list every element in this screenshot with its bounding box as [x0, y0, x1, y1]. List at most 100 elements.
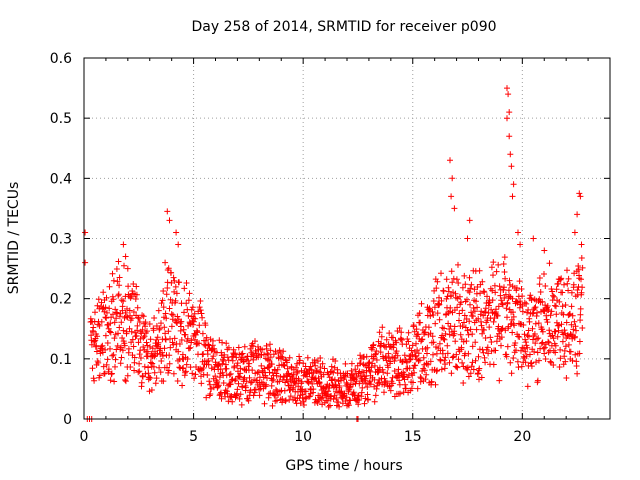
data-point: [202, 322, 209, 329]
data-point: [464, 296, 470, 303]
data-point: [82, 259, 89, 266]
data-point: [161, 324, 168, 331]
y-tick-label: 0.4: [50, 171, 72, 187]
data-point: [504, 85, 510, 92]
data-point: [105, 325, 112, 332]
data-point: [287, 393, 294, 400]
data-point: [465, 373, 472, 380]
data-point: [358, 393, 365, 400]
data-point: [267, 347, 274, 354]
data-point: [124, 265, 131, 272]
data-point: [419, 336, 426, 343]
data-point: [281, 362, 288, 369]
data-point: [507, 151, 514, 158]
data-point: [506, 133, 513, 140]
data-point: [252, 338, 258, 345]
data-point: [221, 351, 228, 358]
data-point: [436, 301, 443, 308]
data-point: [417, 319, 424, 326]
data-point: [141, 333, 148, 340]
data-point: [182, 368, 189, 375]
data-point: [559, 338, 566, 345]
data-point: [479, 330, 486, 337]
data-point: [147, 336, 154, 343]
data-point: [415, 357, 422, 364]
data-point: [333, 395, 340, 401]
data-point: [166, 217, 173, 224]
data-point: [278, 353, 285, 360]
data-point: [510, 309, 516, 316]
data-point: [219, 360, 226, 367]
data-point: [463, 338, 470, 345]
y-tick-label: 0.1: [50, 352, 72, 368]
data-point: [156, 326, 163, 333]
data-point: [562, 302, 569, 308]
data-point: [229, 398, 236, 405]
data-point: [481, 354, 488, 361]
data-point: [116, 324, 123, 331]
data-point: [168, 269, 175, 276]
data-point: [503, 305, 510, 312]
data-point: [577, 311, 584, 318]
data-point: [492, 347, 499, 354]
data-point: [366, 367, 373, 374]
data-point: [455, 261, 461, 268]
data-point: [112, 356, 119, 363]
data-point: [446, 326, 453, 332]
data-point: [504, 314, 510, 321]
data-point: [315, 358, 321, 365]
data-point: [302, 388, 309, 395]
data-point: [555, 327, 562, 334]
data-point: [442, 361, 449, 368]
data-point: [216, 392, 223, 399]
data-point: [329, 376, 336, 383]
data-point: [101, 308, 108, 315]
data-point: [441, 357, 448, 364]
data-point: [541, 247, 548, 254]
data-point: [357, 360, 364, 367]
data-point: [189, 304, 196, 311]
data-point: [102, 304, 109, 311]
data-point: [205, 341, 212, 348]
data-point: [114, 278, 121, 285]
data-point: [109, 270, 116, 277]
data-point: [432, 320, 439, 327]
data-point: [501, 254, 508, 261]
data-point: [235, 380, 242, 387]
data-point: [505, 287, 512, 294]
data-point: [307, 393, 313, 400]
data-point: [111, 378, 118, 385]
data-point: [103, 361, 110, 368]
data-point: [183, 361, 190, 368]
data-point: [273, 372, 280, 379]
data-point: [365, 396, 372, 403]
x-tick-label: 20: [513, 429, 531, 445]
data-point: [280, 348, 287, 355]
data-point: [152, 380, 159, 387]
data-point: [416, 310, 423, 317]
data-point: [372, 392, 379, 399]
data-point: [129, 336, 136, 343]
data-point: [430, 298, 437, 304]
data-point: [488, 339, 495, 345]
data-point: [144, 342, 151, 349]
data-point: [481, 289, 488, 296]
data-point: [401, 371, 408, 378]
data-point: [171, 335, 178, 342]
data-point: [162, 336, 169, 343]
data-point: [251, 389, 258, 396]
data-point: [107, 320, 114, 327]
data-point: [114, 310, 121, 317]
data-point: [170, 274, 177, 281]
data-point: [125, 283, 132, 290]
data-point: [311, 357, 318, 363]
data-point: [458, 344, 465, 351]
data-point: [148, 387, 155, 393]
data-point: [190, 318, 197, 325]
data-point: [184, 356, 191, 362]
data-point: [108, 370, 115, 377]
data-point: [552, 342, 559, 349]
data-point: [507, 281, 513, 288]
data-point: [561, 281, 567, 288]
data-point: [438, 270, 444, 277]
